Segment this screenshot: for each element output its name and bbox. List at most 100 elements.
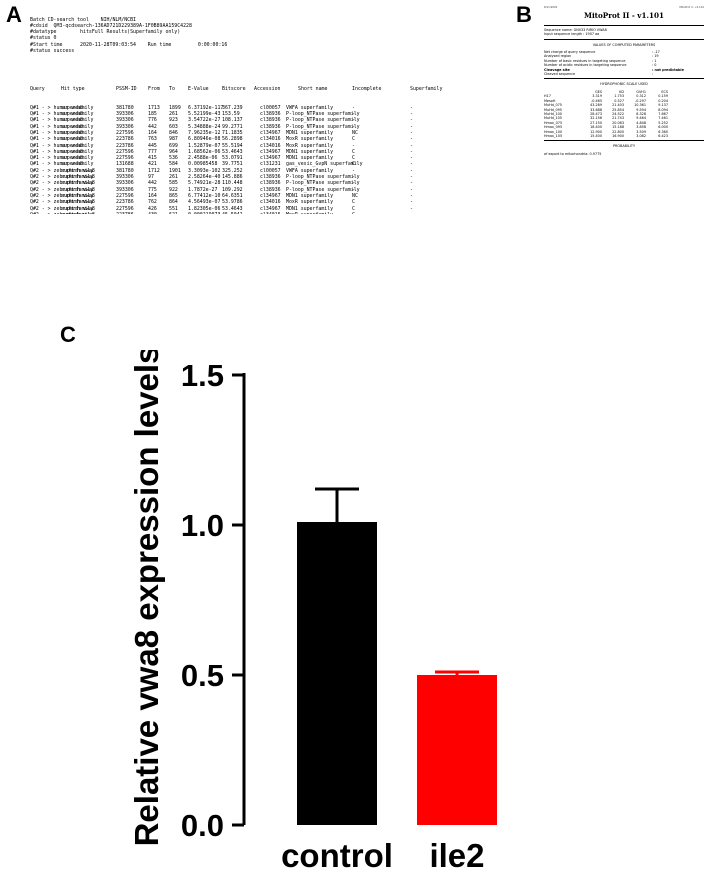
table-cell: Q#2 - > zebrafish vwa8 <box>30 199 95 206</box>
divider <box>544 78 704 80</box>
table-cell: P-loop_NTPase superfamily <box>286 123 360 130</box>
table-cell: superfamily <box>61 104 94 111</box>
table-cell: 4.56493e-07 <box>188 199 221 206</box>
table-cell: cl34016 <box>260 136 281 143</box>
table-cell: 7.96235e-12 <box>188 129 221 136</box>
hydro-cell: 6.000 <box>658 125 668 130</box>
hydro-cell: 25.854 <box>612 107 624 112</box>
y-axis-label: Relative vwa8 expression levels <box>130 350 165 846</box>
table-cell: - <box>410 117 413 124</box>
table-cell: superfamily <box>61 199 94 206</box>
table-cell: 1.52879e-07 <box>188 142 221 149</box>
table-cell: P-loop_NTPase superfamily <box>286 111 360 118</box>
column-header: From <box>148 85 160 92</box>
table-cell: cl34016 <box>260 199 281 206</box>
table-cell: C <box>352 212 355 214</box>
table-row: Q#1 - > human vwa8 superfamily 393306 185 26… <box>30 111 516 117</box>
mitoprot-page-header: 8/11/2020 MitoProt II - v1.101 <box>544 6 704 10</box>
param-label: Cleaved sequence <box>544 72 576 77</box>
table-cell: 0.00985458 <box>188 161 218 168</box>
table-cell: - <box>410 142 413 149</box>
table-cell: 1899 <box>169 104 181 111</box>
table-row: Q#1 - > human vwa8 superfamily 381780 1713 1… <box>30 105 516 111</box>
hydro-cell: 3.509 <box>636 129 646 134</box>
table-cell: 227596 <box>116 192 134 199</box>
expression-chart: 0.0 0.5 1.0 1.5 Relative vwa8 expression lev… <box>130 350 570 877</box>
table-cell: VWFA superfamily <box>286 104 334 111</box>
table-cell: 45.5042 <box>222 212 243 214</box>
table-row: Q#1 - > human vwa8 superfamily 393306 442 60… <box>30 124 516 130</box>
table-cell: superfamily <box>61 142 94 149</box>
mitoprot-header-app: MitoProt II - v1.101 <box>679 6 704 9</box>
table-cell: 6.77412e-10 <box>188 192 221 199</box>
table-cell: 603 <box>169 123 178 130</box>
table-cell: - <box>410 148 413 155</box>
hydro-cell: Hmax_095 <box>544 125 563 130</box>
table-cell: 775 <box>148 186 157 193</box>
hydro-cell: Hmax_075 <box>544 120 563 125</box>
param-row: Number of basic residues in targeting se… <box>544 59 704 63</box>
bar-ile2 <box>417 675 497 825</box>
table-cell: C <box>352 205 355 212</box>
table-cell: cl34967 <box>260 148 281 155</box>
table-cell: - <box>352 167 355 174</box>
hydro-cell: 0.159 <box>658 94 668 99</box>
table-row: Q#2 - > zebrafish vwa8 superfamily 227596 1… <box>30 193 516 199</box>
table-cell: Q#2 - > zebrafish vwa8 <box>30 180 95 187</box>
mitoprot-report: 8/11/2020 MitoProt II - v1.101 MitoProt … <box>544 6 704 206</box>
hydro-cell: MuHd_075 <box>544 103 562 108</box>
table-cell: - <box>352 142 355 149</box>
hydro-row: Hmax_095 18.400 15.188 3.858 6.000 <box>544 125 704 129</box>
table-cell: C <box>352 136 355 143</box>
hydro-cell: 10.361 <box>634 103 646 108</box>
table-cell: 108.137 <box>222 117 243 124</box>
table-cell: superfamily <box>61 123 94 130</box>
table-row: Q#1 - > human vwa8 superfamily 227596 415 53… <box>30 155 516 161</box>
param-row: Net charge of query sequence: -17 <box>544 50 704 54</box>
table-cell: 64.6351 <box>222 192 243 199</box>
table-cell: 223786 <box>116 199 134 206</box>
column-header: Superfamily <box>410 85 443 92</box>
table-cell: Q#2 - > zebrafish vwa8 <box>30 167 95 174</box>
meta-line: #cdsid QM3-qcdsearch-136AD721D229389A-1F… <box>30 22 192 29</box>
table-cell: - <box>352 111 355 118</box>
param-label: Cleavage site <box>544 67 570 72</box>
prob-section-title: PROBABILITY <box>612 144 636 149</box>
table-row: Q#2 - > zebrafish vwa8 superfamily 393306 4… <box>30 180 516 186</box>
table-cell: 381780 <box>116 167 134 174</box>
hydro-cell: 4.848 <box>636 120 646 125</box>
x-tick-label: control <box>281 837 393 874</box>
table-cell: - <box>352 123 355 130</box>
column-header: Accession <box>254 85 281 92</box>
table-cell: cl00057 <box>260 167 281 174</box>
hydro-cell: 7.667 <box>658 111 668 116</box>
table-cell: MoxR superfamily <box>286 199 334 206</box>
param-row: Analysed region: 19 <box>544 54 704 58</box>
table-cell: NC <box>352 129 358 136</box>
cd-search-meta: Batch CD-search tool NIH/NLM/NCBI #cdsid … <box>30 17 516 55</box>
table-cell: Q#1 - > human vwa8 <box>30 104 83 111</box>
table-cell: 2.58264e-40 <box>188 174 221 181</box>
table-cell: 227596 <box>116 155 134 162</box>
hydro-cell: 0.312 <box>636 94 646 99</box>
table-cell: 261 <box>169 174 178 181</box>
table-cell: 551 <box>169 205 178 212</box>
table-cell: gas_vesic_GvpN superfamily <box>286 161 363 168</box>
table-cell: 415 <box>148 155 157 162</box>
table-cell: P-loop_NTPase superfamily <box>286 117 360 124</box>
hydro-column-header: GVH1 <box>636 89 646 94</box>
table-cell: - <box>410 111 413 118</box>
table-cell: - <box>352 117 355 124</box>
hydro-cell: 0.204 <box>658 98 668 103</box>
table-cell: Q#1 - > human vwa8 <box>30 123 83 130</box>
table-cell: 393306 <box>116 186 134 193</box>
table-cell: 699 <box>169 142 178 149</box>
column-header: PSSM-ID <box>116 85 137 92</box>
y-tick-label: 1.5 <box>181 358 224 393</box>
table-cell: - <box>410 180 413 187</box>
param-value: : not predictable <box>652 67 684 72</box>
hydro-cell: 3.319 <box>592 94 602 99</box>
table-cell: 145.886 <box>222 174 243 181</box>
hydro-cell: 20.083 <box>612 120 624 125</box>
hydro-cell: 28.473 <box>590 111 602 116</box>
